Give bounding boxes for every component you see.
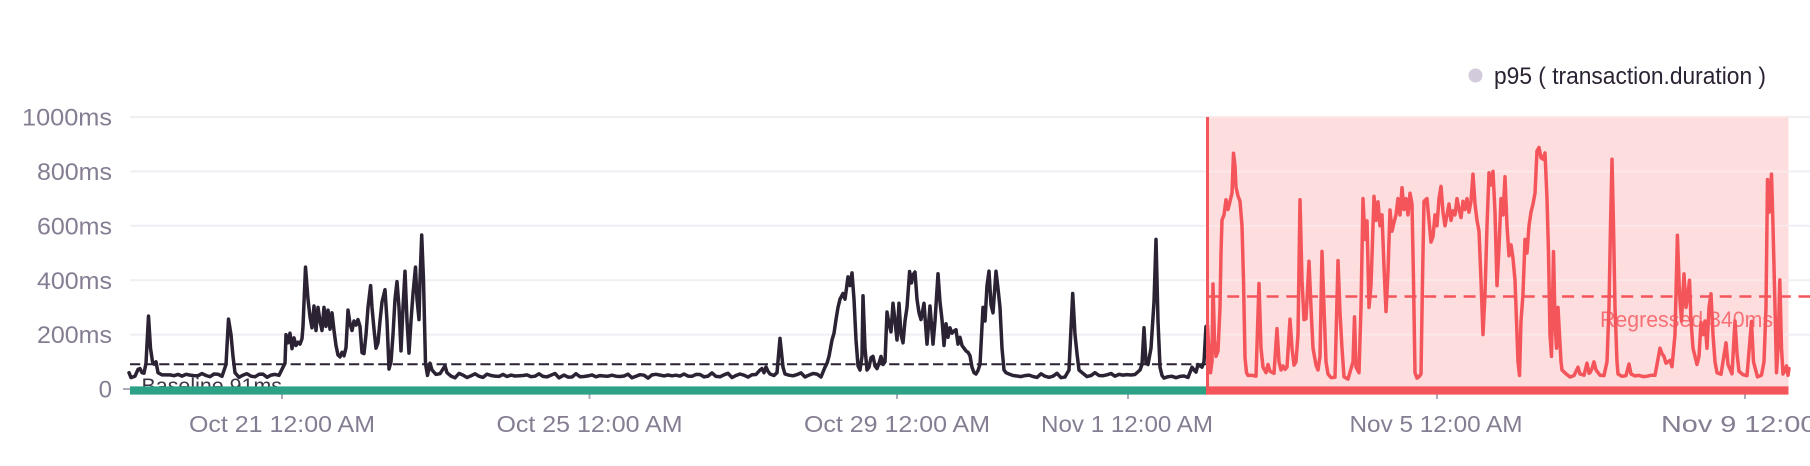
svg-text:400ms: 400ms: [37, 268, 112, 295]
svg-text:Regressed 340ms: Regressed 340ms: [1600, 307, 1773, 332]
svg-text:600ms: 600ms: [37, 213, 112, 240]
svg-text:Nov 9 12:00 AM: Nov 9 12:00 AM: [1661, 411, 1810, 437]
svg-text:Nov 1 12:00 AM: Nov 1 12:00 AM: [1041, 411, 1213, 437]
svg-text:Nov 5 12:00 AM: Nov 5 12:00 AM: [1350, 411, 1523, 437]
svg-text:Oct 25 12:00 AM: Oct 25 12:00 AM: [497, 411, 683, 437]
svg-text:0: 0: [99, 377, 112, 404]
svg-text:800ms: 800ms: [37, 159, 112, 186]
svg-text:p95 ( transaction.duration ): p95 ( transaction.duration ): [1494, 63, 1766, 90]
svg-text:Oct 21 12:00 AM: Oct 21 12:00 AM: [189, 411, 375, 437]
svg-text:200ms: 200ms: [37, 322, 112, 349]
svg-text:1000ms: 1000ms: [22, 105, 112, 132]
svg-text:Oct 29 12:00 AM: Oct 29 12:00 AM: [804, 411, 990, 437]
